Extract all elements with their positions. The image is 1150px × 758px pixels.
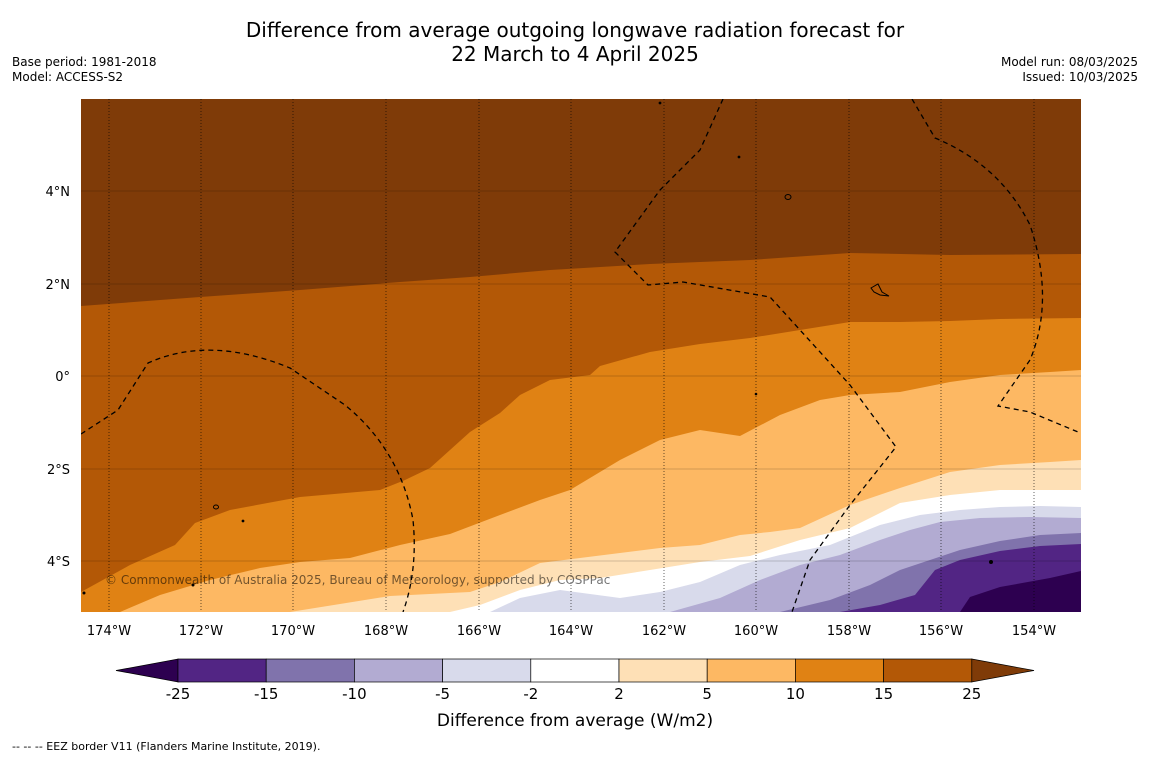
colorbar-segment <box>354 658 443 683</box>
colorbar-tick-label: -15 <box>254 685 279 703</box>
longitude-label: 154°W <box>1012 624 1056 639</box>
latitude-label: 4°N <box>46 185 71 200</box>
latitude-label: 0° <box>55 370 70 385</box>
meta-left: Base period: 1981-2018 Model: ACCESS-S2 <box>12 55 157 85</box>
model-run: Model run: 08/03/2025 <box>1000 55 1138 69</box>
colorbar-segment <box>530 658 620 683</box>
colorbar-segment <box>177 658 267 683</box>
islands <box>82 101 993 595</box>
colorbar-tick-label: 5 <box>702 685 712 703</box>
map-area: © Commonwealth of Australia 2025, Bureau… <box>81 99 1081 612</box>
longitude-label: 158°W <box>827 624 871 639</box>
colorbar-tick-label: 10 <box>786 685 805 703</box>
colorbar-segment <box>618 658 708 683</box>
latitude-label: 2°N <box>46 278 71 293</box>
latitude-label: 4°S <box>47 555 70 570</box>
colorbar-tick-label: -5 <box>435 685 450 703</box>
colorbar-segment <box>795 658 884 683</box>
footnote: -- -- -- EEZ border V11 (Flanders Marine… <box>12 740 321 753</box>
base-period: Base period: 1981-2018 <box>12 55 157 69</box>
copyright-text: © Commonwealth of Australia 2025, Bureau… <box>105 573 610 587</box>
colorbar: -25 -15 -10 -5 -2 2 5 10 15 25 <box>115 658 1035 703</box>
colorbar-extend-high <box>971 658 1035 683</box>
longitude-label: 174°W <box>87 624 131 639</box>
latitude-label: 2°S <box>47 463 70 478</box>
longitude-label: 164°W <box>549 624 593 639</box>
band-below-minus25 <box>81 571 1081 612</box>
colorbar-tick-label: 25 <box>962 685 981 703</box>
chart-title: Difference from average outgoing longwav… <box>0 18 1150 66</box>
longitude-label: 168°W <box>364 624 408 639</box>
meta-right: Model run: 08/03/2025 Issued: 10/03/2025 <box>1001 55 1138 85</box>
band-minus10-to-minus5 <box>81 517 1081 612</box>
colorbar-tick-label: -10 <box>342 685 367 703</box>
longitude-label: 166°W <box>457 624 501 639</box>
colorbar-tick-label: -25 <box>166 685 191 703</box>
colorbar-segment <box>706 658 796 683</box>
latitude-labels: 4°N 2°N 0° 2°S 4°S <box>46 185 71 570</box>
title-line-1: Difference from average outgoing longwav… <box>245 18 905 42</box>
longitude-labels: 174°W 172°W 170°W 168°W 166°W 164°W 162°W 160°W… <box>87 624 1056 639</box>
colorbar-segment <box>265 658 355 683</box>
colorbar-label: Difference from average (W/m2) <box>437 711 713 731</box>
colorbar-extend-low <box>115 658 179 683</box>
colorbar-tick-label: 2 <box>614 685 624 703</box>
title-line-2: 22 March to 4 April 2025 <box>451 42 699 66</box>
eez-borders <box>81 99 1079 612</box>
longitude-label: 162°W <box>642 624 686 639</box>
colorbar-tick-label: -2 <box>523 685 538 703</box>
colorbar-segment <box>442 658 532 683</box>
colorbar-tick-label: 15 <box>874 685 893 703</box>
longitude-label: 156°W <box>919 624 963 639</box>
longitude-label: 172°W <box>179 624 223 639</box>
model-name: Model: ACCESS-S2 <box>12 70 124 84</box>
colorbar-segment <box>883 658 973 683</box>
longitude-label: 160°W <box>734 624 778 639</box>
issued-date: Issued: 10/03/2025 <box>1022 70 1138 84</box>
graticule-lat <box>81 190 1081 562</box>
longitude-label: 170°W <box>271 624 315 639</box>
